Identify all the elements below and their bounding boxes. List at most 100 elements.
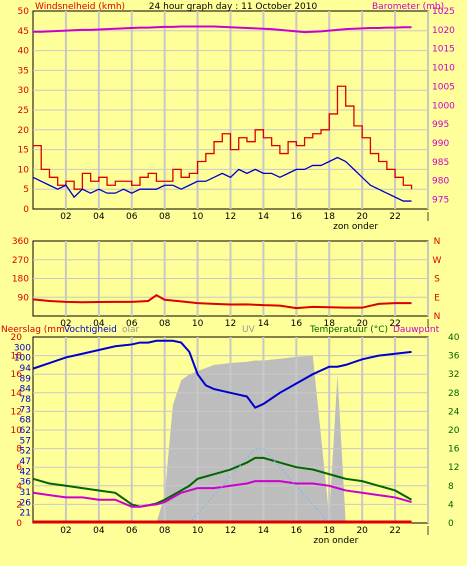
y-tick-label-humidity: 84: [20, 385, 32, 395]
y-tick-label-humidity: 100: [14, 354, 31, 364]
x-tick-label-climate: 20: [356, 526, 368, 536]
compass-label: E: [434, 293, 440, 303]
y-tick-label-rain: 12: [11, 407, 22, 417]
x-tick-label-climate: 22: [389, 526, 400, 536]
series-line-barometer-mb-: [33, 25, 412, 34]
y-tick-label-direction: 270: [12, 256, 29, 266]
x-tick-end-climate: |: [426, 526, 429, 536]
y-tick-label-humidity: 73: [20, 405, 31, 415]
x-tick-label-wind: 20: [356, 212, 368, 222]
series-line-windsnelheid-kmh-: [33, 85, 413, 190]
label-solar: olar: [122, 325, 140, 335]
chart-title: 24 hour graph day : 11 October 2010: [149, 2, 318, 12]
y-tick-label-humidity: 47: [20, 457, 31, 467]
y-tick-label-humidity: 300: [14, 343, 31, 353]
y2-tick-label-temperature: 32: [448, 370, 459, 380]
y2-tick-label-temperature: 24: [448, 407, 460, 417]
y2-tick-label-barometer: 975: [432, 196, 449, 206]
y-tick-label-rain: 2: [16, 500, 22, 510]
y-axis-title-wind: Windsnelheid (kmh): [35, 2, 125, 12]
x-tick-label-direction: 14: [258, 319, 270, 329]
series-area-solar: [33, 355, 412, 523]
x-tick-label-direction: 12: [225, 319, 236, 329]
x-tick-label-climate: 04: [93, 526, 105, 536]
y-tick-label-rain: 4: [16, 482, 22, 492]
x-tick-label-climate: 10: [192, 526, 204, 536]
y-tick-label-humidity: 57: [20, 436, 31, 446]
x-tick-label-climate: 16: [291, 526, 303, 536]
y2-tick-label-barometer: 990: [432, 139, 449, 149]
label-temperature: Temperatuur (°C): [309, 325, 388, 335]
label-uv: UV: [242, 325, 256, 335]
x-note-sunset-climate: zon onder: [313, 536, 358, 546]
y-tick-label-humidity: 26: [20, 498, 32, 508]
y2-tick-label-barometer: 1010: [432, 64, 455, 74]
y2-tick-label-barometer: 980: [432, 177, 449, 187]
x-tick-label-wind: 02: [60, 212, 71, 222]
y-tick-label-wind: 25: [18, 106, 29, 116]
y2-tick-label-temperature: 36: [448, 352, 460, 362]
x-tick-label-direction: 08: [159, 319, 171, 329]
y-tick-label-wind: 20: [18, 126, 30, 136]
x-tick-end-direction: |: [426, 319, 429, 329]
x-tick-label-climate: 02: [60, 526, 71, 536]
x-tick-label-direction: 16: [291, 319, 303, 329]
y-tick-label-wind: 0: [23, 205, 29, 215]
x-tick-label-wind: 12: [225, 212, 236, 222]
x-tick-label-climate: 08: [159, 526, 171, 536]
y-tick-label-wind: 45: [18, 27, 29, 37]
y-tick-label-humidity: 52: [20, 447, 31, 457]
y-tick-label-rain: 20: [11, 333, 23, 343]
y2-tick-label-temperature: 0: [448, 519, 454, 529]
label-humidity: Vochtigheid: [64, 325, 117, 335]
x-tick-label-direction: 18: [324, 319, 336, 329]
y2-tick-label-temperature: 8: [448, 482, 454, 492]
y-tick-label-wind: 50: [18, 7, 30, 17]
y-tick-label-rain: 16: [11, 370, 23, 380]
label-dewpoint: Dauwpunt: [393, 325, 440, 335]
x-tick-label-wind: 14: [258, 212, 270, 222]
x-tick-label-direction: 02: [60, 319, 71, 329]
y-tick-label-humidity: 68: [20, 416, 32, 426]
y-tick-label-direction: 180: [12, 275, 29, 285]
series-line-temperatuur-c-: [32, 456, 413, 508]
x-tick-label-climate: 14: [258, 526, 270, 536]
x-tick-label-wind: 06: [126, 212, 138, 222]
x-tick-label-direction: 10: [192, 319, 204, 329]
y2-tick-label-barometer: 1000: [432, 101, 455, 111]
y2-tick-label-barometer: 1020: [432, 26, 455, 36]
y-tick-label-rain: 6: [16, 463, 22, 473]
y-tick-label-rain: 14: [11, 389, 23, 399]
compass-label: W: [433, 256, 442, 266]
x-tick-end-wind: |: [426, 212, 429, 222]
y2-tick-label-temperature: 40: [448, 333, 460, 343]
y-tick-label-humidity: 42: [20, 467, 31, 477]
x-tick-label-climate: 12: [225, 526, 236, 536]
y-tick-label-wind: 5: [23, 185, 29, 195]
y-tick-label-wind: 15: [18, 146, 29, 156]
y2-tick-label-temperature: 16: [448, 445, 460, 455]
x-tick-label-direction: 04: [93, 319, 105, 329]
series-line-vochtigheid: [32, 339, 412, 409]
y-tick-label-rain: 10: [11, 426, 23, 436]
compass-label: N: [434, 237, 441, 247]
series-line-dauwpunt: [32, 480, 412, 508]
y2-tick-label-barometer: 985: [432, 158, 449, 168]
y-tick-label-wind: 10: [18, 165, 30, 175]
y2-axis-title-barometer: Barometer (mb): [372, 2, 444, 12]
series-line-wind-direction: [32, 293, 412, 310]
x-tick-label-climate: 18: [324, 526, 336, 536]
compass-label: N: [434, 312, 441, 322]
x-tick-label-wind: 04: [93, 212, 105, 222]
x-tick-label-wind: 08: [159, 212, 171, 222]
y-tick-label-humidity: 21: [20, 509, 31, 519]
y-tick-label-direction: 90: [18, 293, 30, 303]
y2-tick-label-barometer: 1015: [432, 45, 455, 55]
y-tick-label-humidity: 94: [20, 364, 32, 374]
x-tick-label-direction: 06: [126, 319, 138, 329]
y2-tick-label-temperature: 4: [448, 500, 454, 510]
y2-tick-label-barometer: 995: [432, 120, 449, 130]
y-tick-label-humidity: 78: [20, 395, 32, 405]
